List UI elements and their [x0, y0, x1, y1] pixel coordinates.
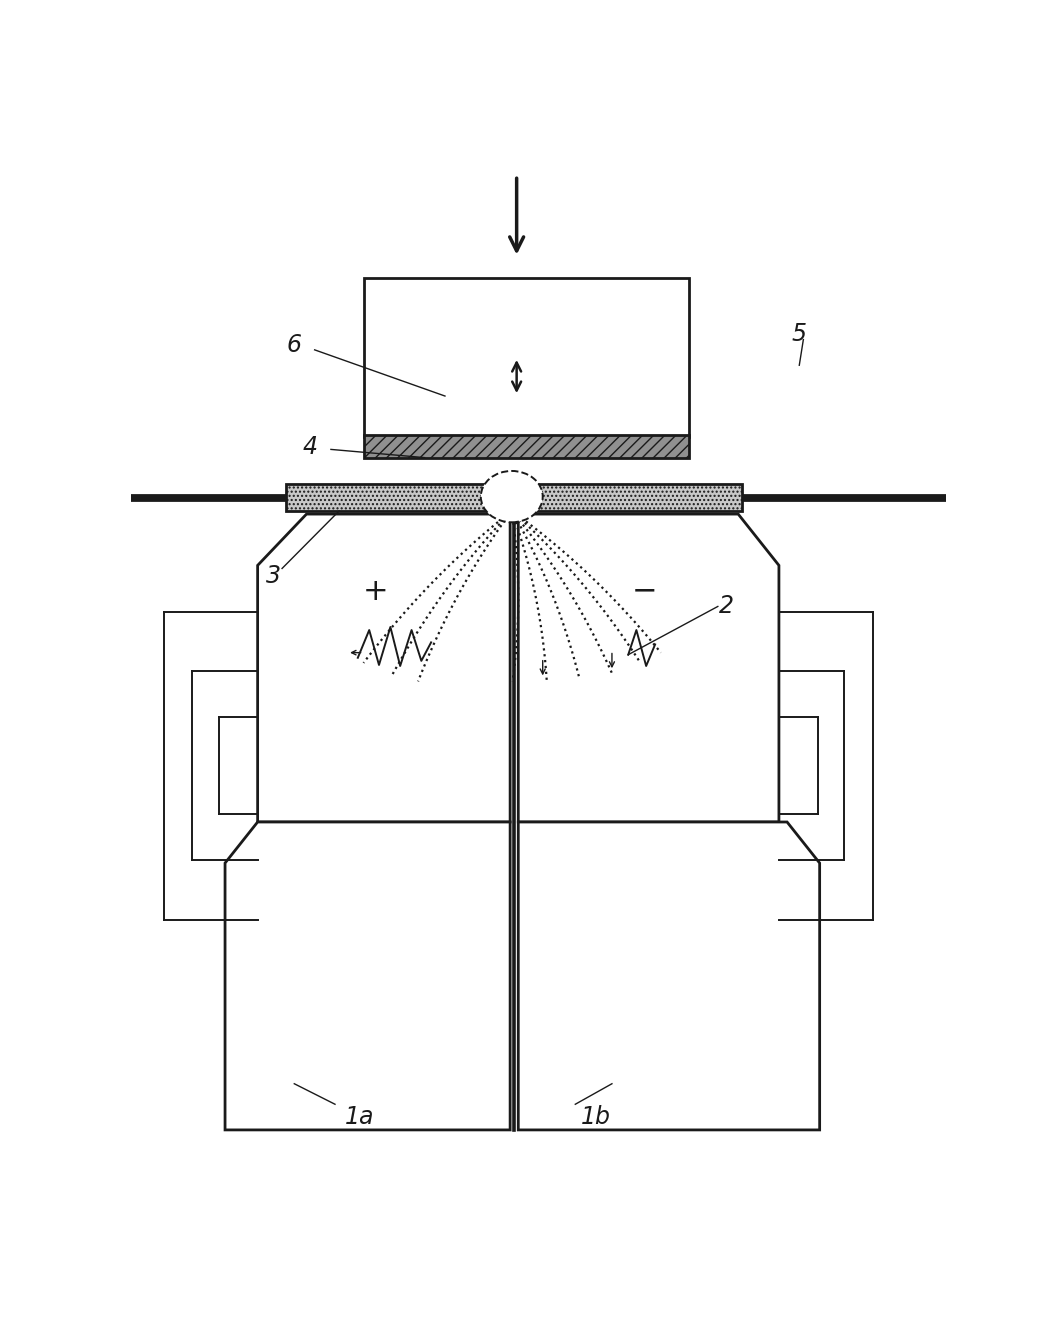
Polygon shape	[225, 822, 510, 1130]
Bar	[364, 279, 689, 437]
Text: 1b: 1b	[580, 1105, 611, 1129]
Polygon shape	[257, 515, 510, 822]
Text: 5: 5	[791, 323, 807, 347]
Polygon shape	[518, 515, 779, 822]
Text: 6: 6	[287, 333, 302, 357]
Text: −: −	[632, 577, 657, 605]
Ellipse shape	[480, 471, 542, 523]
Polygon shape	[518, 822, 820, 1130]
Text: 4: 4	[303, 436, 318, 460]
Text: 2: 2	[719, 595, 734, 619]
Bar	[364, 435, 689, 457]
Text: +: +	[363, 577, 389, 605]
Text: 1a: 1a	[345, 1105, 374, 1129]
Bar	[286, 484, 742, 511]
Text: 3: 3	[266, 564, 282, 588]
